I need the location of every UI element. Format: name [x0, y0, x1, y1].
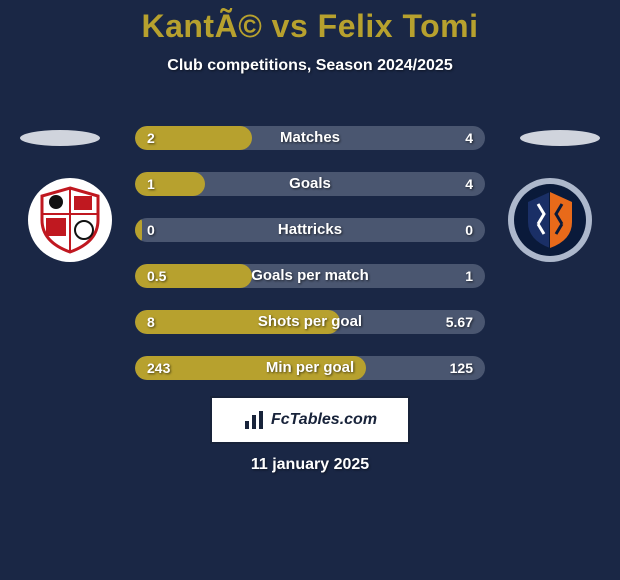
stat-label: Goals per match [135, 264, 485, 288]
stats-bars: 24Matches 14Goals 00Hattricks 0.51Goals per… [135, 126, 485, 402]
stat-label: Matches [135, 126, 485, 150]
subtitle: Club competitions, Season 2024/2025 [0, 57, 620, 75]
brand-box[interactable]: FcTables.com [210, 396, 410, 444]
club-badge-left [28, 178, 112, 262]
stat-label: Min per goal [135, 356, 485, 380]
stat-row: 85.67Shots per goal [135, 310, 485, 334]
stat-label: Hattricks [135, 218, 485, 242]
club-badge-right [508, 178, 592, 262]
stat-label: Goals [135, 172, 485, 196]
date-label: 11 january 2025 [0, 456, 620, 474]
page-title: KantÃ© vs Felix Tomi [0, 0, 620, 45]
stat-row: 00Hattricks [135, 218, 485, 242]
brand-label: FcTables.com [271, 411, 377, 429]
shield-icon [34, 184, 106, 256]
stat-row: 243125Min per goal [135, 356, 485, 380]
avatar-placeholder-right [520, 130, 600, 146]
avatar-placeholder-left [20, 130, 100, 146]
stat-row: 0.51Goals per match [135, 264, 485, 288]
bar-chart-icon [243, 409, 265, 431]
stat-row: 14Goals [135, 172, 485, 196]
crest-icon [508, 178, 592, 262]
stat-label: Shots per goal [135, 310, 485, 334]
stat-row: 24Matches [135, 126, 485, 150]
comparison-card: KantÃ© vs Felix Tomi Club competitions, … [0, 0, 620, 580]
